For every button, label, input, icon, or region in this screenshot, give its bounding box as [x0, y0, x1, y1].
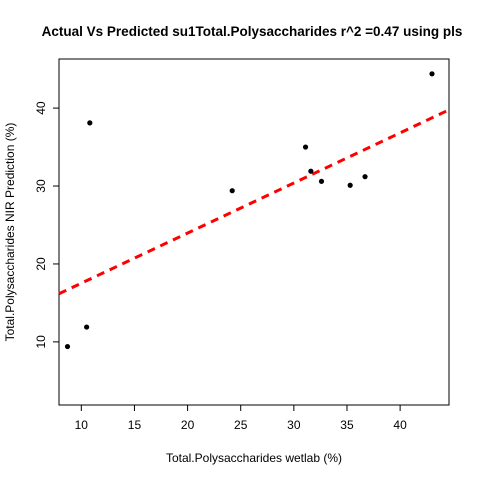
y-axis-label: Total.Polysaccharides NIR Prediction (%)	[3, 123, 17, 342]
plot-frame	[58, 58, 450, 406]
x-axis-label: Total.Polysaccharides wetlab (%)	[166, 451, 342, 465]
x-tick-label: 40	[393, 418, 407, 432]
x-tick-label: 15	[128, 418, 142, 432]
x-tick-label: 35	[340, 418, 354, 432]
y-tick-label: 10	[34, 335, 48, 349]
x-tick-label: 20	[181, 418, 195, 432]
x-tick-label: 10	[75, 418, 89, 432]
data-point	[302, 144, 309, 150]
data-point	[429, 71, 435, 77]
chart-title: Actual Vs Predicted su1Total.Polysacchar…	[42, 24, 463, 39]
data-point	[347, 182, 353, 188]
data-point	[64, 343, 71, 350]
data-point	[318, 178, 325, 184]
data-point	[308, 168, 314, 174]
regression-line	[58, 108, 450, 296]
x-tick-label: 30	[287, 418, 301, 432]
x-tick-label: 25	[234, 418, 248, 432]
data-point	[84, 324, 90, 330]
data-point	[229, 188, 235, 194]
y-tick-label: 40	[34, 101, 48, 115]
y-tick-label: 20	[34, 257, 48, 271]
data-point	[87, 120, 93, 126]
data-point	[362, 174, 368, 180]
y-tick-label: 30	[34, 179, 48, 193]
